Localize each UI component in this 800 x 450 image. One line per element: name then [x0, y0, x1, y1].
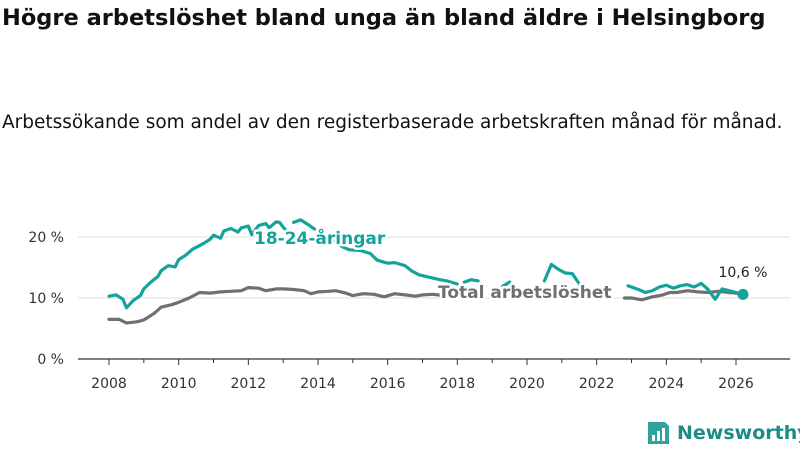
- y-axis-ticks: 0 % 10 % 20 %: [28, 230, 64, 368]
- x-tick-label: 2012: [231, 376, 267, 392]
- series-line-youth-segment-0: [107, 220, 289, 310]
- latest-value-label: 10,6 %: [718, 265, 767, 281]
- series-label-youth: 18-24-åringar: [254, 227, 386, 249]
- y-tick-label: 10 %: [28, 291, 64, 307]
- x-tick-label: 2022: [579, 376, 615, 392]
- newsworthy-brand-name: Newsworthy: [677, 422, 800, 444]
- newsworthy-logo: Newsworthy: [645, 419, 800, 447]
- x-tick-label: 2016: [370, 376, 406, 392]
- series-labels: 18-24-åringar Total arbetslöshet 10,6 %: [252, 225, 770, 306]
- x-axis: 2008 2010 2012 2014 2016 2018 2020 2022 2024 2026: [78, 358, 790, 392]
- series-line-youth-segment-5: [542, 262, 581, 286]
- chart-title: Högre arbetslöshet bland unga än bland ä…: [2, 5, 766, 31]
- series-line-total-segment-0: [107, 286, 445, 325]
- x-tick-label: 2024: [649, 376, 685, 392]
- x-tick-label: 2018: [440, 376, 476, 392]
- x-tick-label: 2010: [161, 376, 197, 392]
- series-line-total-segment-1: [622, 289, 745, 302]
- series-line-youth-segment-3: [462, 278, 480, 284]
- series-line-youth-segment-4: [501, 280, 512, 288]
- x-tick-label: 2026: [718, 376, 754, 392]
- series-line-youth-segment-2: [326, 235, 459, 286]
- x-tick-label: 2020: [509, 376, 545, 392]
- newsworthy-logo-icon: [648, 422, 669, 444]
- x-tick-label: 2008: [91, 376, 127, 392]
- x-tick-label: 2014: [300, 376, 336, 392]
- latest-value-marker: [737, 288, 749, 300]
- series-line-youth-segment-6: [626, 281, 745, 301]
- y-tick-label: 20 %: [28, 230, 64, 246]
- series-label-total: Total arbetslöshet: [438, 283, 612, 303]
- series-lines: [107, 218, 745, 325]
- y-tick-label: 0 %: [37, 352, 64, 368]
- series-line-youth-segment-1: [292, 218, 317, 231]
- chart-subtitle: Arbetssökande som andel av den registerb…: [2, 112, 783, 133]
